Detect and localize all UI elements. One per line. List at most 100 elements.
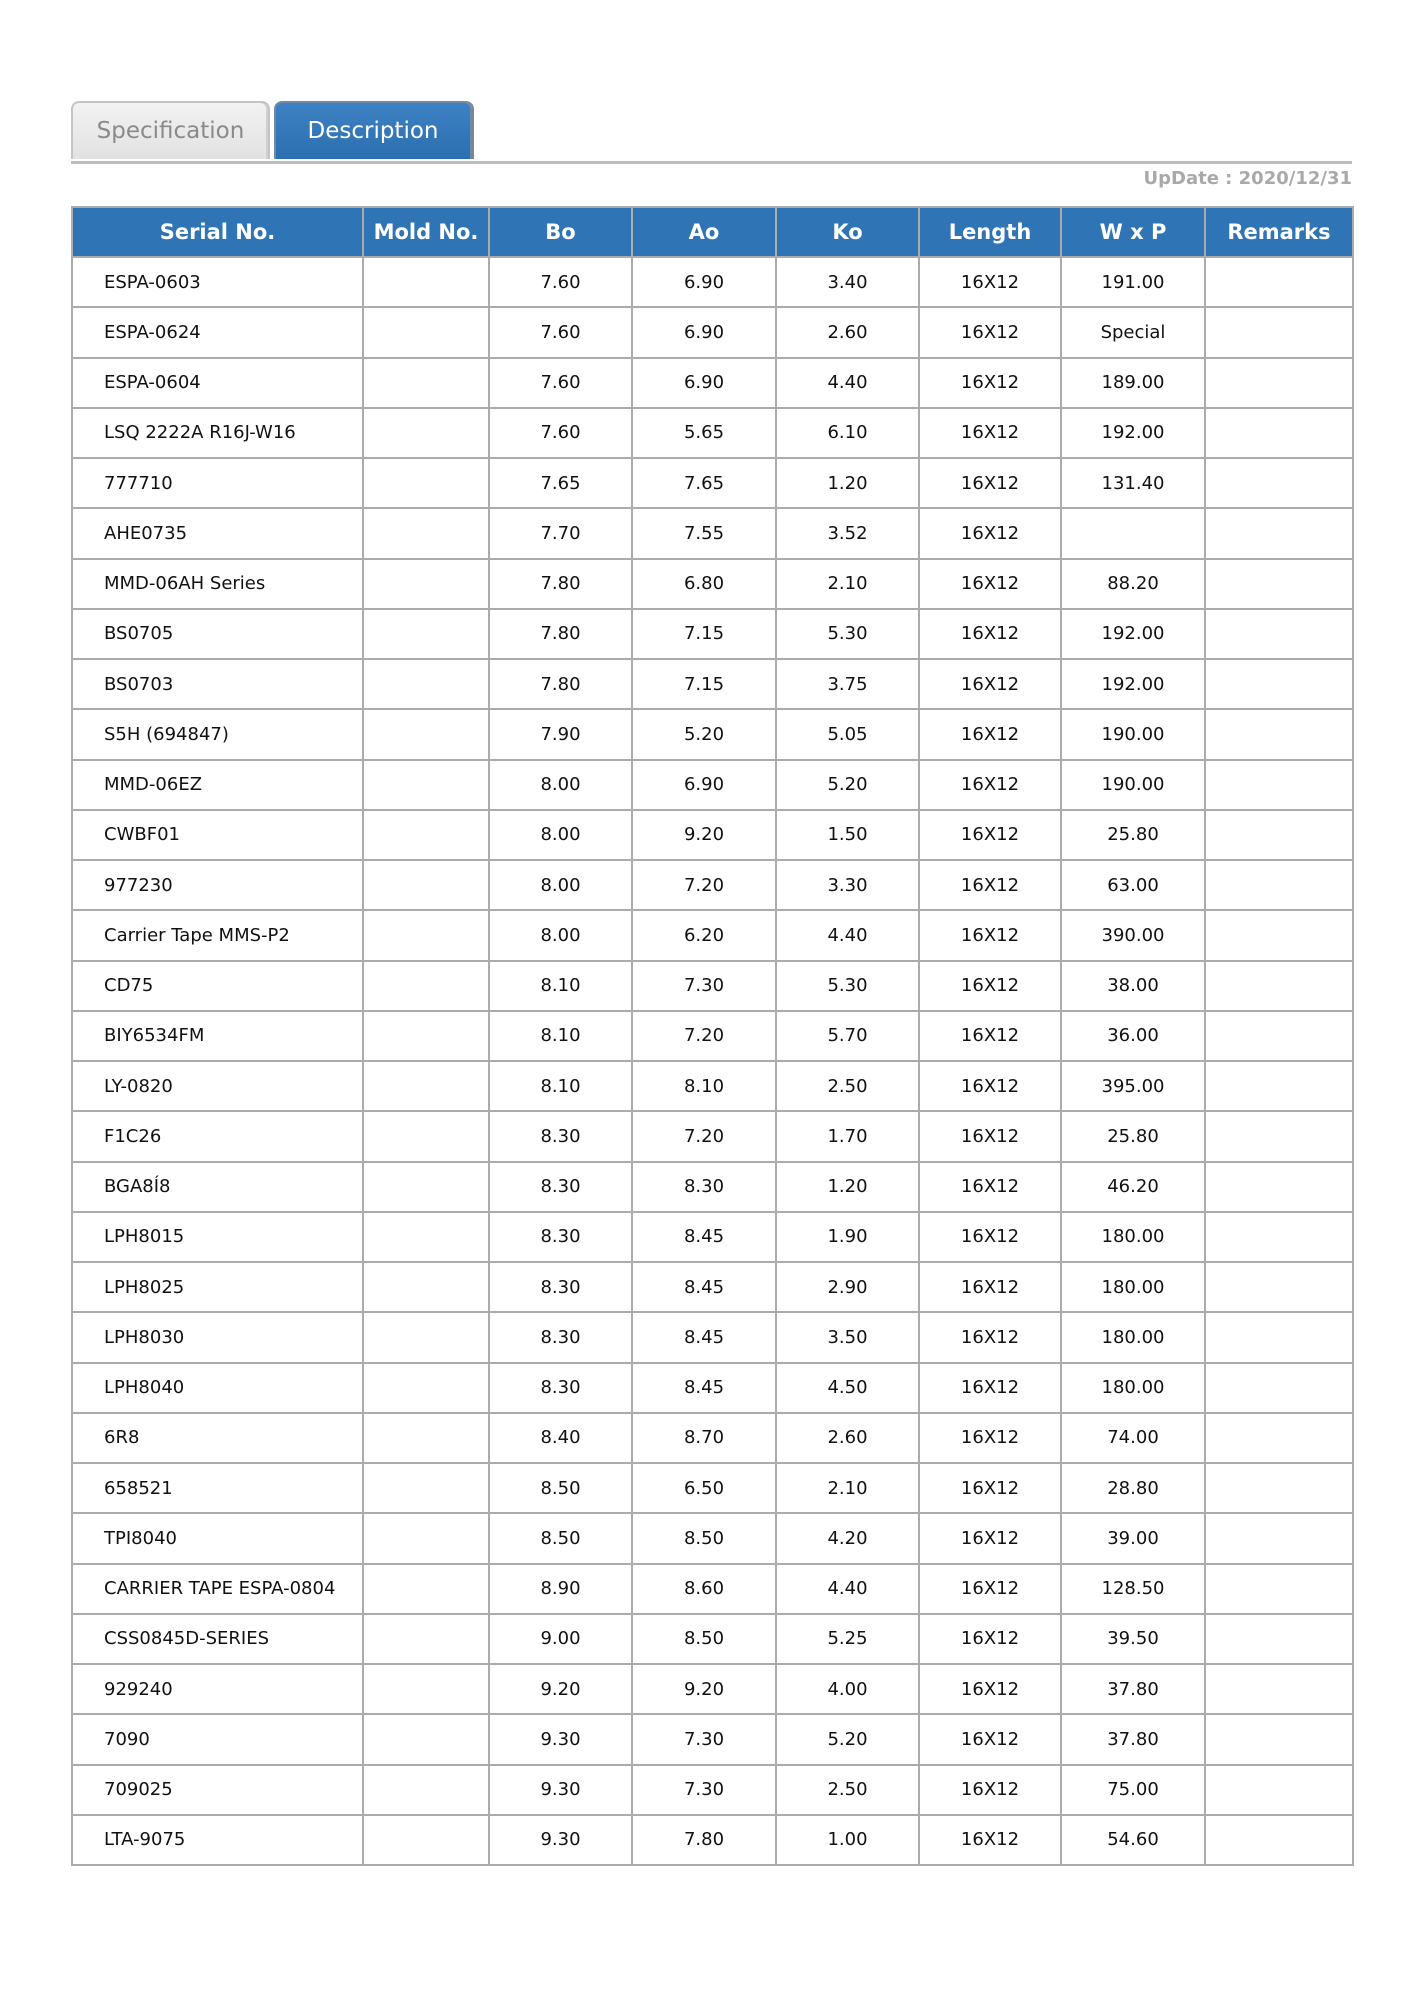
table-row: 977230 8.00 7.20 3.30 16X12 63.00 (71, 858, 1354, 912)
table-row: BIY6534FM 8.10 7.20 5.70 16X12 36.00 (71, 1009, 1354, 1063)
cell-length: 16X12 (918, 1009, 1062, 1063)
cell-length: 16X12 (918, 1311, 1062, 1364)
cell-bo: 9.30 (488, 1713, 633, 1766)
cell-serial-no: BS0703 (71, 657, 364, 711)
tab-specification[interactable]: Specification (71, 101, 270, 159)
table-row: BGA8Í8 8.30 8.30 1.20 16X12 46.20 (71, 1160, 1354, 1213)
cell-length: 16X12 (918, 456, 1062, 510)
cell-w-x-p: 39.50 (1060, 1612, 1206, 1666)
cell-ao: 8.50 (631, 1612, 777, 1666)
cell-ao: 8.10 (631, 1059, 777, 1113)
cell-serial-no: ESPA-0603 (71, 255, 364, 309)
cell-ko: 3.40 (775, 255, 920, 309)
table-row: S5H (694847) 7.90 5.20 5.05 16X12 190.00 (71, 708, 1354, 761)
cell-ko: 5.05 (775, 708, 920, 761)
cell-serial-no: BGA8Í8 (71, 1160, 364, 1213)
table-row: CARRIER TAPE ESPA-0804 8.90 8.60 4.40 16X12 1… (71, 1562, 1354, 1615)
column-header-remarks: Remarks (1204, 206, 1354, 258)
cell-remarks (1204, 657, 1354, 711)
cell-bo: 7.65 (488, 456, 633, 510)
table-row: ESPA-0604 7.60 6.90 4.40 16X12 189.00 (71, 356, 1354, 409)
cell-mold-no (362, 1009, 490, 1063)
cell-bo: 9.30 (488, 1763, 633, 1816)
cell-length: 16X12 (918, 557, 1062, 610)
cell-ko: 1.00 (775, 1813, 920, 1867)
cell-mold-no (362, 758, 490, 811)
cell-length: 16X12 (918, 1662, 1062, 1716)
cell-length: 16X12 (918, 1059, 1062, 1113)
cell-mold-no (362, 1311, 490, 1364)
cell-mold-no (362, 306, 490, 359)
cell-ko: 2.50 (775, 1059, 920, 1113)
cell-w-x-p: 28.80 (1060, 1461, 1206, 1515)
cell-ko: 2.50 (775, 1763, 920, 1816)
cell-serial-no: 658521 (71, 1461, 364, 1515)
cell-length: 16X12 (918, 1512, 1062, 1565)
cell-length: 16X12 (918, 1612, 1062, 1666)
cell-bo: 8.10 (488, 1059, 633, 1113)
cell-mold-no (362, 1763, 490, 1816)
cell-mold-no (362, 406, 490, 460)
cell-ko: 4.40 (775, 909, 920, 962)
cell-length: 16X12 (918, 507, 1062, 560)
cell-remarks (1204, 1210, 1354, 1264)
cell-serial-no: LPH8030 (71, 1311, 364, 1364)
cell-bo: 8.00 (488, 909, 633, 962)
cell-ao: 7.20 (631, 1009, 777, 1063)
cell-length: 16X12 (918, 406, 1062, 460)
cell-w-x-p: 395.00 (1060, 1059, 1206, 1113)
cell-length: 16X12 (918, 255, 1062, 309)
cell-w-x-p: 46.20 (1060, 1160, 1206, 1213)
cell-ao: 8.50 (631, 1512, 777, 1565)
table-row: LPH8030 8.30 8.45 3.50 16X12 180.00 (71, 1311, 1354, 1364)
cell-serial-no: LTA-9075 (71, 1813, 364, 1867)
cell-w-x-p: 192.00 (1060, 657, 1206, 711)
cell-ao: 6.90 (631, 356, 777, 409)
cell-bo: 8.30 (488, 1160, 633, 1213)
cell-ao: 8.45 (631, 1210, 777, 1264)
cell-remarks (1204, 708, 1354, 761)
table-row: CSS0845D-SERIES 9.00 8.50 5.25 16X12 39.50 (71, 1612, 1354, 1666)
cell-length: 16X12 (918, 909, 1062, 962)
cell-ko: 4.50 (775, 1361, 920, 1414)
cell-ao: 6.80 (631, 557, 777, 610)
cell-remarks (1204, 1311, 1354, 1364)
cell-serial-no: BIY6534FM (71, 1009, 364, 1063)
cell-remarks (1204, 758, 1354, 811)
cell-ko: 5.70 (775, 1009, 920, 1063)
cell-w-x-p (1060, 507, 1206, 560)
cell-ao: 6.90 (631, 758, 777, 811)
cell-remarks (1204, 1713, 1354, 1766)
cell-bo: 8.00 (488, 758, 633, 811)
cell-ao: 8.30 (631, 1160, 777, 1213)
cell-bo: 7.60 (488, 306, 633, 359)
cell-ao: 7.20 (631, 858, 777, 912)
cell-w-x-p: 38.00 (1060, 959, 1206, 1012)
cell-ko: 4.40 (775, 1562, 920, 1615)
cell-w-x-p: 75.00 (1060, 1763, 1206, 1816)
cell-length: 16X12 (918, 1411, 1062, 1465)
cell-w-x-p: 189.00 (1060, 356, 1206, 409)
tab-description[interactable]: Description (274, 101, 472, 159)
cell-remarks (1204, 456, 1354, 510)
cell-remarks (1204, 507, 1354, 560)
cell-remarks (1204, 959, 1354, 1012)
cell-bo: 7.80 (488, 607, 633, 661)
cell-remarks (1204, 1662, 1354, 1716)
cell-ao: 7.15 (631, 607, 777, 661)
table-row: LSQ 2222A R16J-W16 7.60 5.65 6.10 16X12 192.0… (71, 406, 1354, 460)
cell-remarks (1204, 306, 1354, 359)
cell-remarks (1204, 1160, 1354, 1213)
cell-remarks (1204, 1562, 1354, 1615)
cell-serial-no: 6R8 (71, 1411, 364, 1465)
table-row: 658521 8.50 6.50 2.10 16X12 28.80 (71, 1461, 1354, 1515)
cell-ao: 6.90 (631, 255, 777, 309)
cell-mold-no (362, 909, 490, 962)
cell-ko: 3.75 (775, 657, 920, 711)
table-row: 7090 9.30 7.30 5.20 16X12 37.80 (71, 1713, 1354, 1766)
cell-ao: 9.20 (631, 808, 777, 862)
cell-length: 16X12 (918, 959, 1062, 1012)
cell-mold-no (362, 1512, 490, 1565)
cell-w-x-p: 180.00 (1060, 1260, 1206, 1314)
cell-serial-no: LY-0820 (71, 1059, 364, 1113)
